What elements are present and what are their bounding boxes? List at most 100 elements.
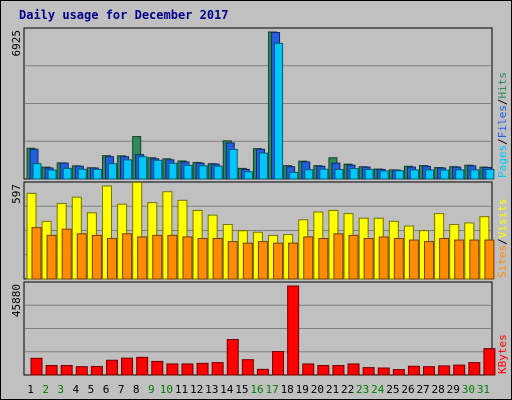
x-tick-label-20: 20 [311,383,324,396]
bar-sites-9 [152,234,163,280]
bar-kbytes-9 [151,360,164,376]
x-tick-label-5: 5 [88,383,95,396]
bar-kbytes-20 [317,364,330,376]
legend-files: Files [496,105,509,138]
bar-sites-17 [273,242,284,280]
bar-kbytes-2 [45,364,58,376]
legend-separator: / [496,99,509,106]
x-tick-label-3: 3 [57,383,64,396]
panel-bottom-max-label: 45880 [10,284,23,317]
bar-pages-15 [243,171,253,180]
bar-pages-8 [138,156,148,180]
bar-sites-15 [242,242,253,280]
bar-sites-19 [303,236,314,280]
x-tick-label-7: 7 [118,383,125,396]
x-tick-label-16: 16 [250,383,263,396]
bar-sites-10 [167,234,178,280]
legend-visits: Visits [496,199,509,239]
bar-sites-16 [257,241,268,280]
x-tick-label-27: 27 [416,383,429,396]
bar-pages-1 [32,163,42,180]
bar-pages-11 [183,164,193,180]
bar-sites-30 [469,239,480,280]
bar-sites-12 [197,237,208,280]
bar-pages-18 [289,171,299,180]
bar-pages-29 [455,169,465,180]
panel-top-legend: Pages/Files/Hits [496,72,509,178]
bar-pages-13 [213,165,223,180]
bar-pages-6 [107,163,117,180]
x-tick-label-24: 24 [371,383,385,396]
x-tick-label-28: 28 [432,383,445,396]
x-tick-label-26: 26 [401,383,414,396]
x-tick-label-31: 31 [477,383,490,396]
bar-kbytes-12 [196,362,209,376]
bar-sites-6 [106,237,117,280]
x-tick-label-8: 8 [133,383,140,396]
bar-pages-28 [440,169,450,180]
x-tick-label-4: 4 [73,383,80,396]
bar-pages-12 [198,165,208,180]
bar-kbytes-27 [423,366,436,376]
x-tick-label-17: 17 [265,383,278,396]
x-tick-label-11: 11 [175,383,188,396]
x-tick-label-10: 10 [160,383,173,396]
bar-kbytes-29 [453,364,466,376]
bar-pages-20 [319,168,329,180]
bar-pages-3 [62,167,72,180]
bar-sites-27 [424,241,435,280]
bar-sites-8 [137,236,148,280]
panel-bottom-legend: KBytes [496,334,509,374]
bar-kbytes-28 [438,365,451,376]
bar-sites-1 [31,227,42,280]
bar-sites-3 [61,228,72,280]
bar-sites-23 [363,237,374,280]
bar-pages-19 [304,169,314,180]
bar-kbytes-5 [90,365,103,376]
bar-kbytes-1 [30,357,43,376]
bar-pages-5 [92,168,102,180]
bar-sites-7 [122,233,133,280]
x-tick-label-25: 25 [386,383,399,396]
x-tick-label-22: 22 [341,383,354,396]
bar-kbytes-15 [241,359,254,376]
bar-sites-18 [288,242,299,280]
bar-kbytes-13 [211,362,224,376]
bar-pages-25 [394,170,404,180]
bar-kbytes-8 [136,356,149,376]
bar-sites-14 [227,241,238,280]
bar-pages-16 [258,152,268,180]
bar-kbytes-7 [121,357,134,376]
bar-sites-5 [91,234,102,280]
bar-sites-26 [408,239,419,280]
bar-pages-21 [334,168,344,180]
panel-middle-max-label: 597 [10,184,23,204]
bar-pages-26 [409,169,419,180]
bar-pages-7 [123,159,133,180]
bar-kbytes-31 [483,348,496,376]
legend-sites: Sites [496,245,509,278]
bar-kbytes-25 [392,369,405,376]
bar-kbytes-21 [332,364,345,376]
bar-sites-31 [484,239,495,280]
bar-kbytes-17 [272,351,285,376]
bar-pages-17 [274,42,284,180]
legend-kbytes: KBytes [496,334,509,374]
bar-kbytes-10 [166,363,179,376]
bar-kbytes-4 [75,366,88,376]
bar-kbytes-19 [302,363,315,376]
bar-sites-4 [76,233,87,280]
x-tick-label-6: 6 [103,383,110,396]
x-tick-label-12: 12 [190,383,203,396]
bar-sites-22 [348,234,359,280]
bar-kbytes-18 [287,285,300,376]
bar-sites-25 [393,237,404,280]
bar-pages-24 [379,170,389,180]
bar-pages-9 [153,159,163,180]
x-tick-label-29: 29 [447,383,460,396]
bar-sites-2 [46,234,57,280]
x-tick-label-23: 23 [356,383,369,396]
panel-top-max-label: 6925 [10,30,23,57]
